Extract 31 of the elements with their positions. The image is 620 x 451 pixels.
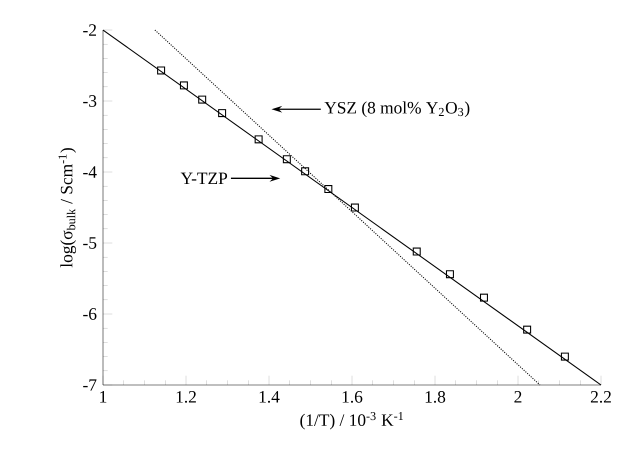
point xyxy=(523,326,532,334)
point xyxy=(282,155,291,164)
point xyxy=(157,66,166,74)
y-tick-label: -7 xyxy=(83,379,96,391)
y-axis-title: log(σ$_{bulk}$ / Scm$^{-1}$) xyxy=(58,148,76,268)
x-tick-label: 1.2 xyxy=(176,391,196,403)
point xyxy=(198,96,206,104)
point xyxy=(180,81,188,90)
point xyxy=(412,248,421,256)
x-tick-label: 2.2 xyxy=(590,391,611,403)
point xyxy=(218,109,226,118)
y-tick-label: -6 xyxy=(83,308,96,320)
x-tick-label: 1.6 xyxy=(342,391,362,403)
x-tick-label: 1 xyxy=(100,391,106,402)
point xyxy=(560,352,569,361)
point xyxy=(254,135,263,144)
y-tick-label: -2 xyxy=(83,24,96,36)
x-tick-label: 1.8 xyxy=(426,391,446,403)
point xyxy=(446,270,454,278)
y-tick-label: -4 xyxy=(83,166,97,178)
x-tick-label: 2 xyxy=(514,391,522,403)
point xyxy=(301,167,310,176)
point xyxy=(324,185,332,194)
annotation: YSZ (8 mol% Y$_{2}$O$_{3}$) xyxy=(324,101,470,118)
point xyxy=(350,204,359,212)
point xyxy=(480,294,488,302)
annotation: Y-TZP xyxy=(180,172,228,184)
x-axis-title: (1/T) / 10$^{-3}$ K$^{-1}$ xyxy=(300,412,404,430)
y-tick-label: -5 xyxy=(83,237,96,249)
x-tick-label: 1.4 xyxy=(260,391,280,403)
y-tick-label: -3 xyxy=(83,95,96,107)
